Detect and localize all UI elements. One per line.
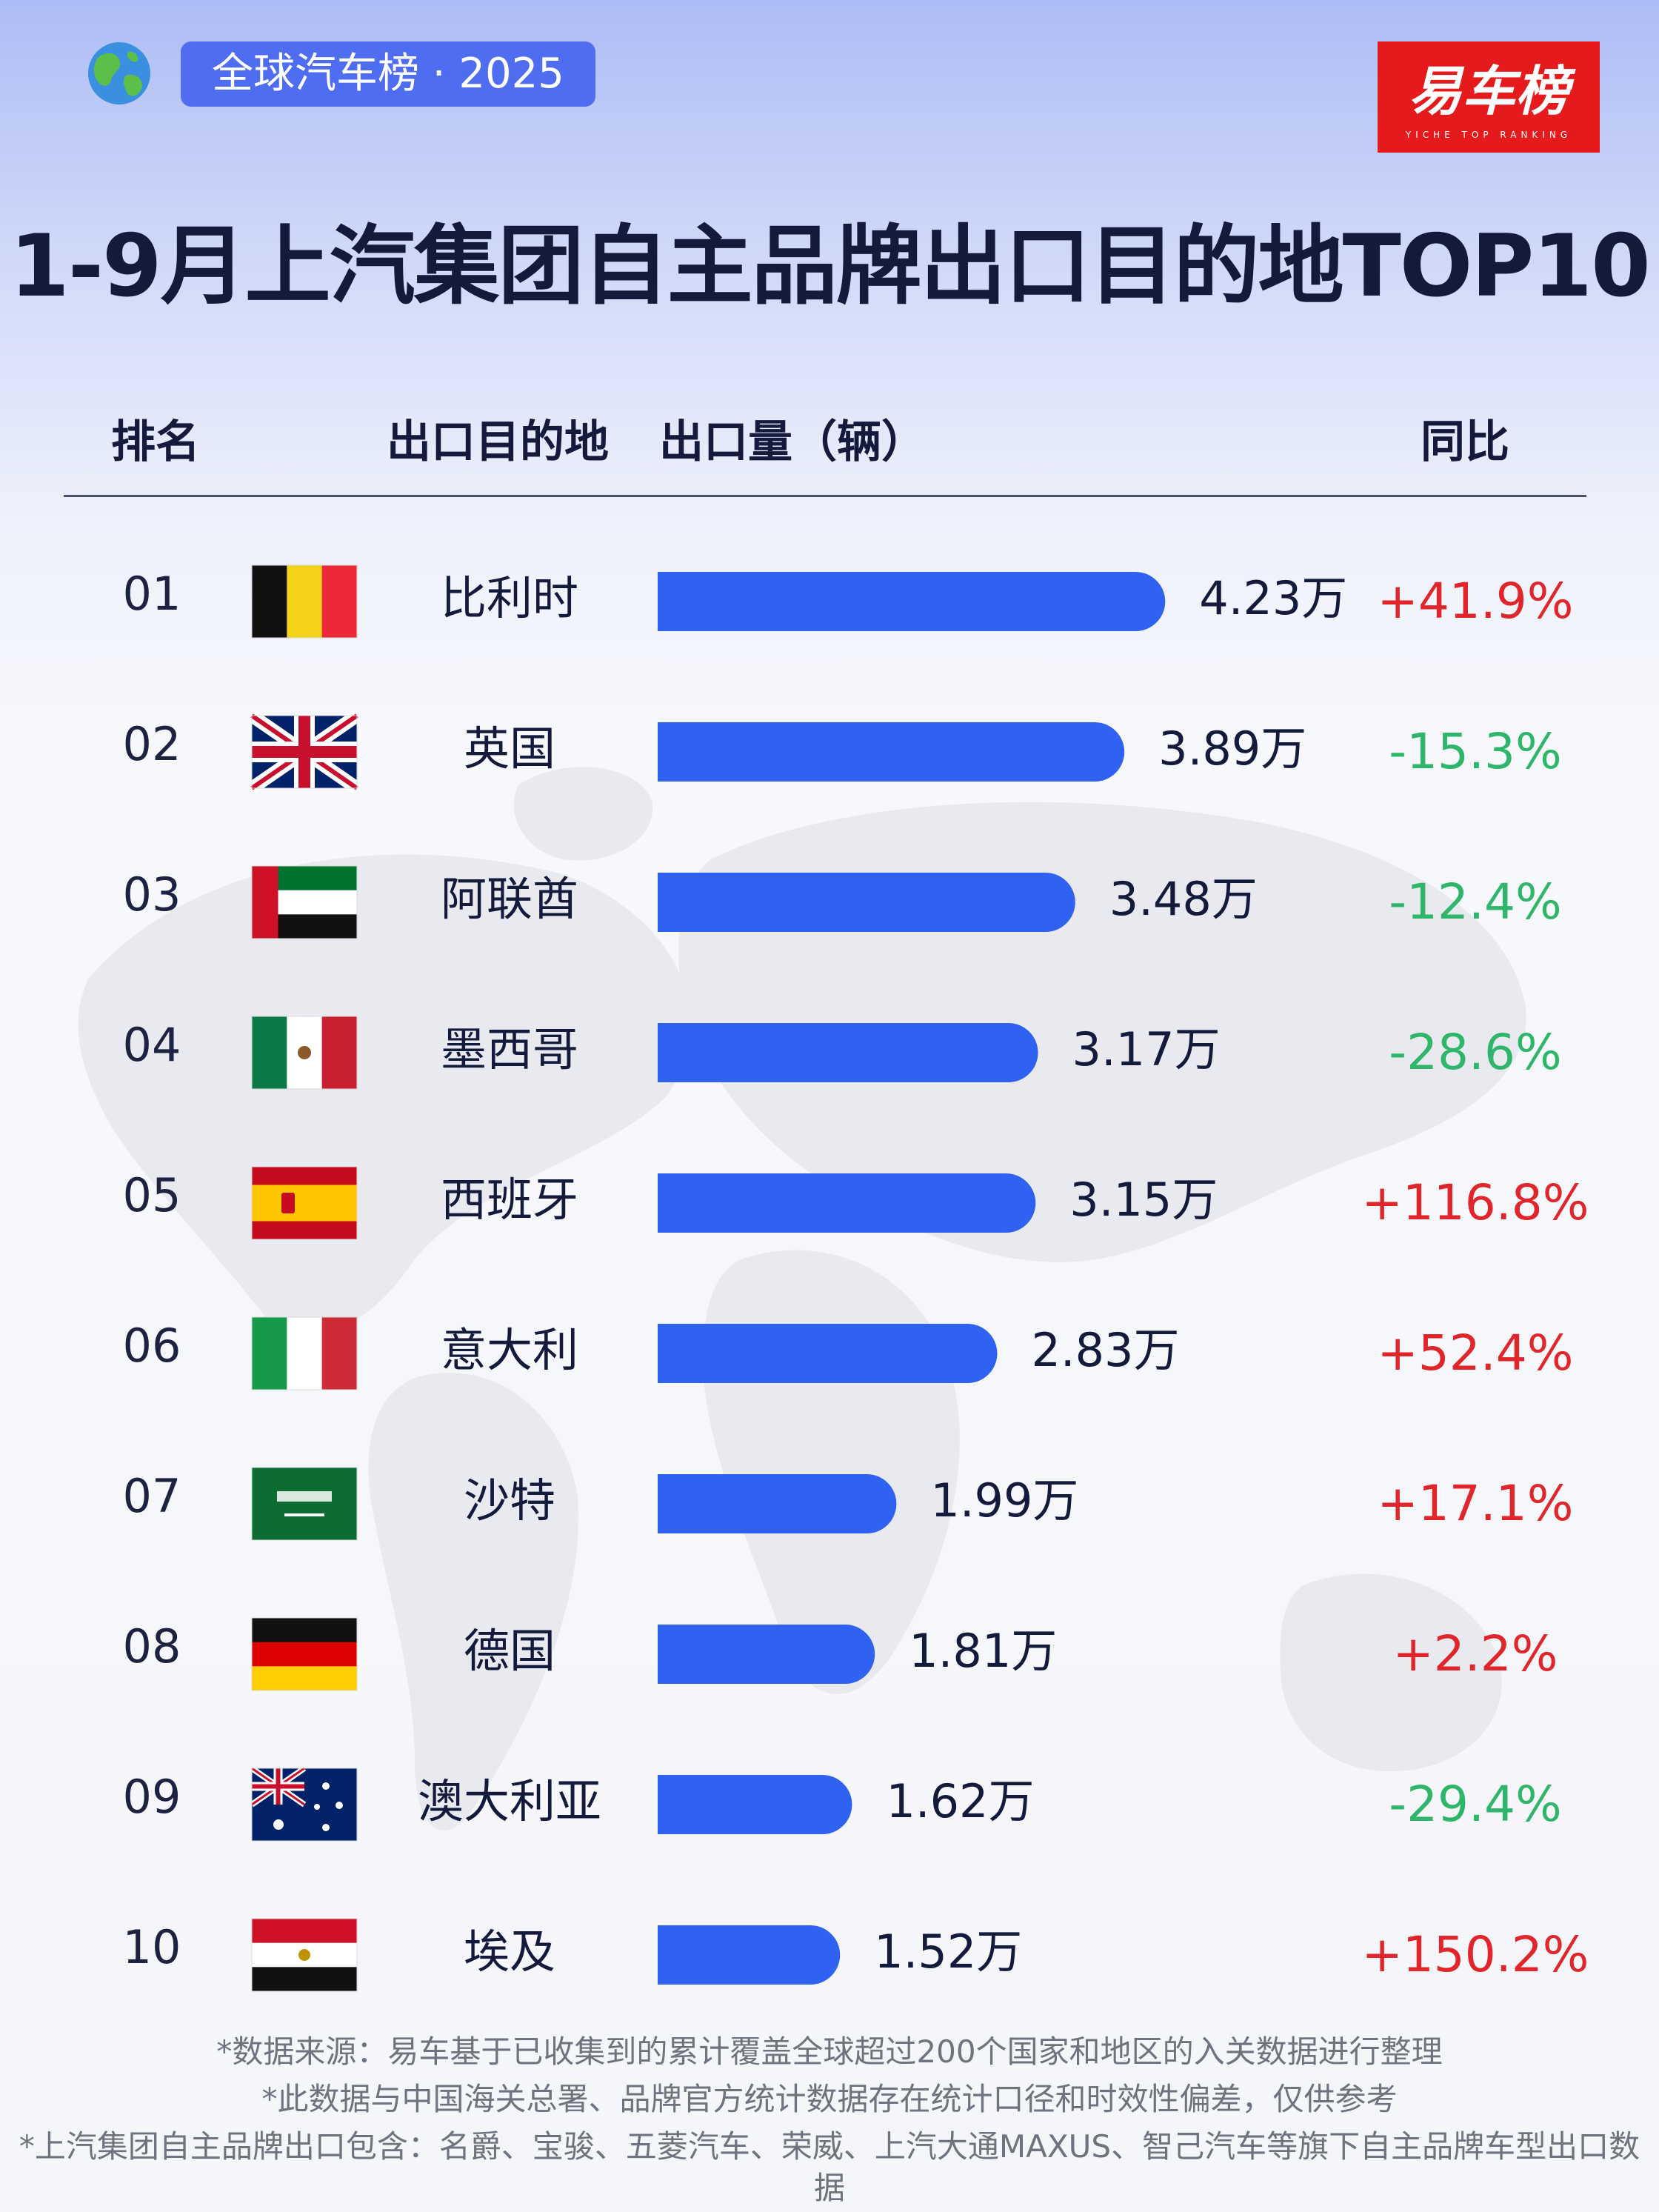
rank-label: 06 xyxy=(123,1319,181,1373)
rank-label: 05 xyxy=(123,1168,181,1222)
rank-label: 03 xyxy=(123,867,181,922)
footnote-source: *数据来源：易车基于已收集到的累计覆盖全球超过200个国家和地区的入关数据进行整… xyxy=(216,2033,1443,2070)
country-label: 德国 xyxy=(464,1624,555,1678)
yoy-label: -12.4% xyxy=(1389,873,1561,930)
value-label: 3.17万 xyxy=(1072,1022,1221,1076)
country-label: 西班牙 xyxy=(441,1173,578,1227)
value-label: 3.89万 xyxy=(1158,722,1306,776)
rank-label: 09 xyxy=(123,1770,181,1824)
value-label: 3.48万 xyxy=(1109,872,1258,926)
footnote-disclaimer: *此数据与中国海关总署、品牌官方统计数据存在统计口径和时效性偏差，仅供参考 xyxy=(261,2081,1398,2117)
saudi-flag xyxy=(251,1467,358,1541)
yiche-ranking-logo: 易车榜 YICHE TOP RANKING xyxy=(1378,41,1600,153)
bar-left-cap xyxy=(658,1023,687,1082)
bar xyxy=(658,873,1075,932)
uae-flag xyxy=(251,865,358,939)
yoy-label: +17.1% xyxy=(1378,1475,1574,1532)
value-label: 2.83万 xyxy=(1031,1323,1179,1377)
value-label: 1.81万 xyxy=(909,1624,1057,1678)
yoy-label: -15.3% xyxy=(1389,723,1561,780)
bar xyxy=(658,572,1166,631)
bar xyxy=(658,1625,875,1684)
svg-text:YICHE TOP RANKING: YICHE TOP RANKING xyxy=(1405,130,1572,140)
value-label: 1.52万 xyxy=(874,1925,1022,1979)
country-label: 意大利 xyxy=(441,1323,578,1377)
spain-flag xyxy=(251,1166,358,1240)
rank-label: 01 xyxy=(123,567,181,621)
column-header-yoy: 同比 xyxy=(1421,416,1509,468)
bar-left-cap xyxy=(658,1324,687,1383)
bar xyxy=(658,1775,852,1834)
country-label: 英国 xyxy=(464,722,555,776)
country-label: 澳大利亚 xyxy=(418,1774,601,1828)
country-label: 沙特 xyxy=(464,1473,555,1528)
yoy-label: +150.2% xyxy=(1362,1926,1589,1983)
yoy-label: +41.9% xyxy=(1378,573,1574,630)
country-label: 阿联酋 xyxy=(441,872,578,926)
rank-label: 08 xyxy=(123,1619,181,1673)
column-header-volume: 出口量（辆） xyxy=(659,416,926,468)
bar-left-cap xyxy=(658,1474,687,1533)
italy-flag xyxy=(251,1316,358,1390)
footnote-brands: *上汽集团自主品牌出口包含：名爵、宝骏、五菱汽车、荣威、上汽大通MAXUS、智己… xyxy=(19,2128,1640,2165)
mexico-flag xyxy=(251,1016,358,1090)
column-header-destination: 出口目的地 xyxy=(387,416,609,468)
rank-label: 04 xyxy=(123,1018,181,1072)
bar-left-cap xyxy=(658,1775,687,1834)
header-divider xyxy=(64,495,1586,497)
bar xyxy=(658,1925,841,1985)
bar-left-cap xyxy=(658,1625,687,1684)
svg-text:易车榜: 易车榜 xyxy=(1409,60,1576,122)
page-title: 1-9月上汽集团自主品牌出口目的地TOP10 xyxy=(10,216,1651,316)
yoy-label: -28.6% xyxy=(1389,1024,1561,1081)
country-label: 比利时 xyxy=(441,571,578,625)
rank-label: 02 xyxy=(123,717,181,771)
bar-left-cap xyxy=(658,572,687,631)
bar xyxy=(658,1173,1036,1233)
value-label: 1.62万 xyxy=(886,1774,1034,1828)
value-label: 1.99万 xyxy=(930,1473,1078,1528)
bar-left-cap xyxy=(658,873,687,932)
country-label: 墨西哥 xyxy=(441,1022,578,1076)
footnote-brands-cont: 据 xyxy=(813,2170,845,2206)
bar-left-cap xyxy=(658,1925,687,1985)
country-label: 埃及 xyxy=(464,1925,555,1979)
value-label: 4.23万 xyxy=(1199,571,1347,625)
bar-left-cap xyxy=(658,722,687,782)
australia-flag xyxy=(250,1765,358,1842)
bar xyxy=(658,1474,897,1533)
rank-label: 10 xyxy=(123,1920,181,1974)
yoy-label: -29.4% xyxy=(1389,1776,1561,1833)
yoy-label: +2.2% xyxy=(1393,1625,1558,1682)
rank-label: 07 xyxy=(123,1469,181,1523)
yoy-label: +52.4% xyxy=(1378,1325,1574,1382)
bar xyxy=(658,1023,1038,1082)
belgium-flag xyxy=(251,564,358,639)
bar-left-cap xyxy=(658,1173,687,1233)
bar xyxy=(658,722,1125,782)
uk-flag xyxy=(247,710,361,794)
germany-flag xyxy=(251,1617,358,1691)
value-label: 3.15万 xyxy=(1069,1173,1218,1227)
category-tag: 全球汽车榜 · 2025 xyxy=(181,41,595,107)
column-header-rank: 排名 xyxy=(111,416,200,468)
egypt-flag xyxy=(251,1918,358,1992)
globe-icon xyxy=(88,42,150,104)
bar xyxy=(658,1324,998,1383)
yoy-label: +116.8% xyxy=(1362,1174,1589,1231)
